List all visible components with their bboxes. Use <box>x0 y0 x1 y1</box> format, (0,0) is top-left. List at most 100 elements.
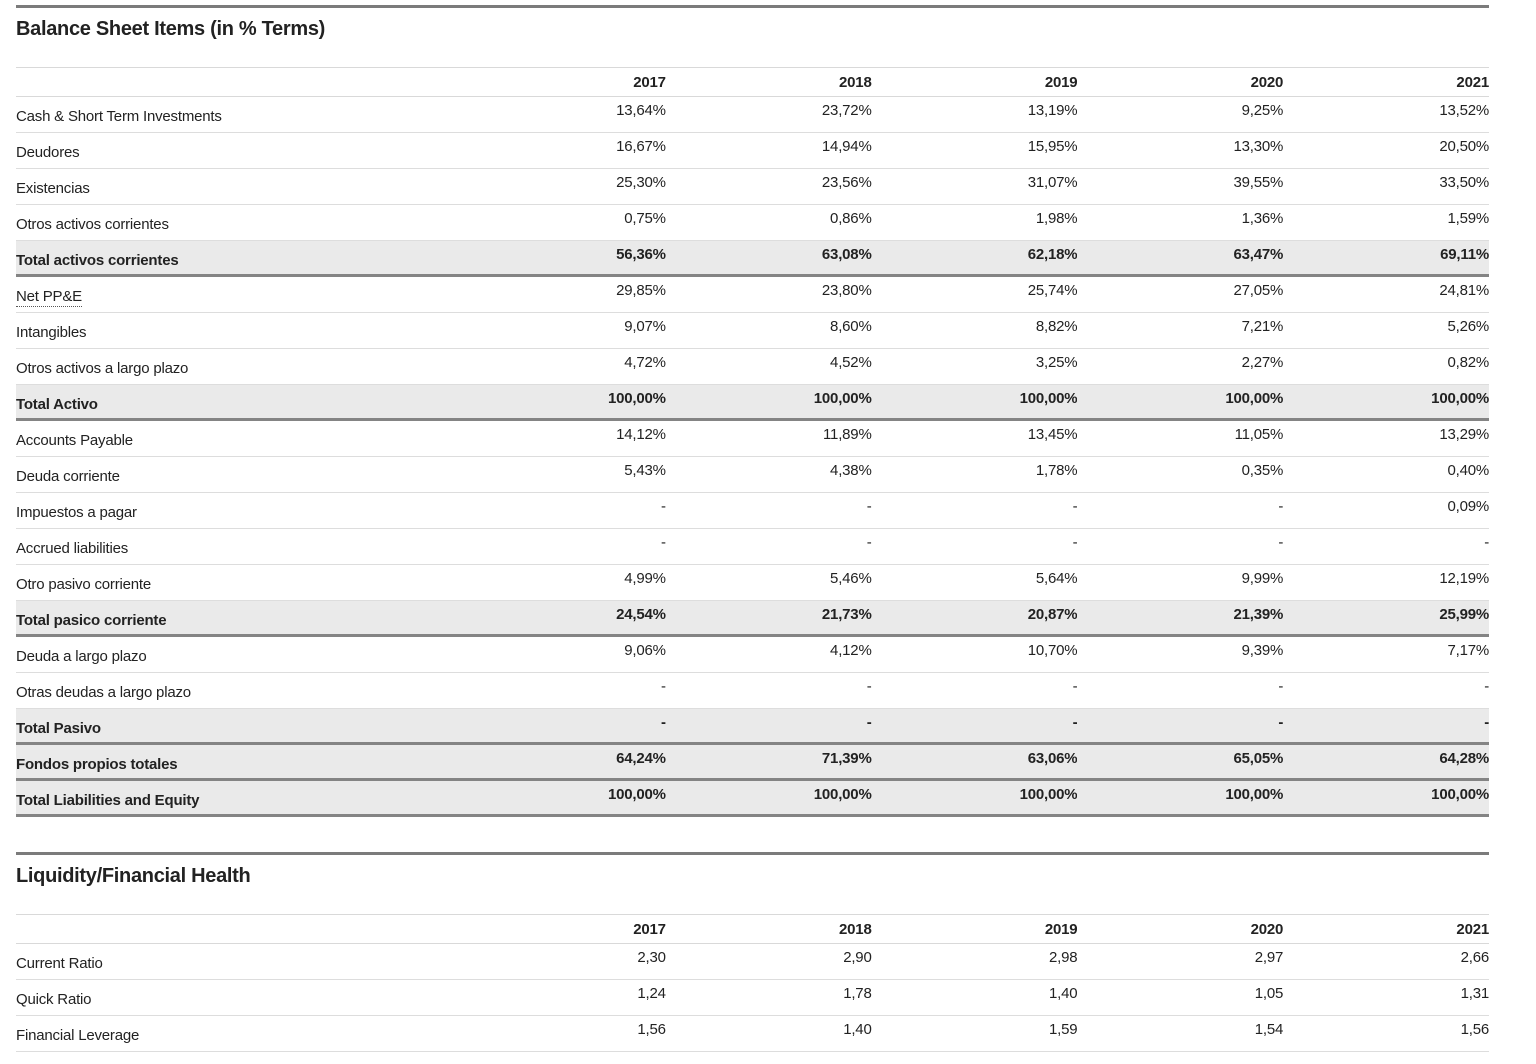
year-column-header: 2018 <box>839 921 872 938</box>
value-cell: 4,99% <box>624 570 666 587</box>
value-cell: 8,60% <box>830 318 872 335</box>
value-cell: 71,39% <box>821 750 872 767</box>
value-cell: 20,87% <box>1027 606 1078 623</box>
value-cell: 14,94% <box>821 138 872 155</box>
table-row: Total Pasivo - - - - - <box>16 709 1489 745</box>
value-cell: - <box>866 498 872 515</box>
value-cell: 1,36% <box>1241 210 1284 227</box>
value-cell: 100,00% <box>1019 390 1078 407</box>
value-cell: 14,12% <box>616 426 666 443</box>
value-cell: 25,30% <box>616 174 666 191</box>
data-table: 2017 2018 2019 2020 2021 Cash & Short Term I… <box>16 67 1489 817</box>
net-ppe-term[interactable]: Net PP&E <box>16 288 82 307</box>
value-cell: 2,98 <box>1048 949 1078 966</box>
value-cell: 1,31 <box>1460 985 1489 1002</box>
table-row: Intangibles 9,07% 8,60% 8,82% 7,21% 5,26% <box>16 313 1489 349</box>
value-cell: 13,64% <box>616 102 666 119</box>
value-cell: 5,64% <box>1035 570 1078 587</box>
row-label: Otros activos corrientes <box>16 216 169 233</box>
value-cell: 21,73% <box>821 606 872 623</box>
value-cell: 9,99% <box>1241 570 1284 587</box>
value-cell: 2,30 <box>637 949 666 966</box>
value-cell: 65,05% <box>1233 750 1284 767</box>
value-cell: 69,11% <box>1440 246 1489 263</box>
table-row: Total pasico corriente 24,54% 21,73% 20,87%… <box>16 601 1489 637</box>
value-cell: 2,27% <box>1241 354 1284 371</box>
value-cell: 1,40 <box>843 1021 872 1038</box>
table-header-row: 2017 2018 2019 2020 2021 <box>16 914 1489 944</box>
value-cell: - <box>1072 534 1078 551</box>
value-cell: 100,00% <box>1431 786 1489 803</box>
value-cell: 13,29% <box>1439 426 1489 443</box>
row-label: Cash & Short Term Investments <box>16 108 222 125</box>
value-cell: - <box>866 678 872 695</box>
table-row: Deuda corriente 5,43% 4,38% 1,78% 0,35% 0,40% <box>16 457 1489 493</box>
section-divider <box>16 852 1489 855</box>
value-cell: 9,06% <box>624 642 666 659</box>
table-row: Otros activos a largo plazo 4,72% 4,52% 3,2… <box>16 349 1489 385</box>
value-cell: 100,00% <box>1225 390 1284 407</box>
year-column-header: 2021 <box>1456 921 1489 938</box>
section-divider <box>16 5 1489 8</box>
value-cell: - <box>1278 678 1284 695</box>
value-cell: 62,18% <box>1027 246 1078 263</box>
value-cell: 4,38% <box>830 462 872 479</box>
value-cell: 2,97 <box>1254 949 1284 966</box>
table-row: Total activos corrientes 56,36% 63,08% 62,1… <box>16 241 1489 277</box>
year-column-header: 2020 <box>1250 921 1284 938</box>
row-label: Total pasico corriente <box>16 612 167 629</box>
row-label: Current Ratio <box>16 955 103 972</box>
value-cell: 11,89% <box>823 426 872 443</box>
value-cell: - <box>1072 714 1078 731</box>
value-cell: 1,05 <box>1254 985 1284 1002</box>
value-cell: 13,45% <box>1027 426 1078 443</box>
value-cell: 1,59 <box>1048 1021 1078 1038</box>
table-header-row: 2017 2018 2019 2020 2021 <box>16 67 1489 97</box>
value-cell: 1,78 <box>843 985 872 1002</box>
value-cell: 13,30% <box>1233 138 1284 155</box>
value-cell: - <box>661 498 666 515</box>
table-row: Accounts Payable 14,12% 11,89% 13,45% 11,05%… <box>16 421 1489 457</box>
value-cell: - <box>1072 498 1078 515</box>
table-row: Deuda a largo plazo 9,06% 4,12% 10,70% 9,39%… <box>16 637 1489 673</box>
value-cell: 13,19% <box>1027 102 1078 119</box>
row-label: Net PP&E <box>16 277 460 312</box>
value-cell: 64,24% <box>616 750 666 767</box>
value-cell: 1,24 <box>637 985 666 1002</box>
value-cell: 1,59% <box>1447 210 1489 227</box>
row-label: Intangibles <box>16 324 87 341</box>
row-label: Financial Leverage <box>16 1027 140 1044</box>
value-cell: - <box>1278 714 1284 731</box>
balance-sheet-section: Balance Sheet Items (in % Terms) 2017 201… <box>16 5 1489 817</box>
value-cell: 3,25% <box>1035 354 1078 371</box>
table-row: Cash & Short Term Investments 13,64% 23,72… <box>16 97 1489 133</box>
row-label: Deuda a largo plazo <box>16 648 147 665</box>
value-cell: 39,55% <box>1233 174 1284 191</box>
value-cell: 1,56 <box>1460 1021 1489 1038</box>
value-cell: 24,81% <box>1439 282 1489 299</box>
row-label: Deuda corriente <box>16 468 120 485</box>
value-cell: 1,40 <box>1048 985 1078 1002</box>
value-cell: - <box>661 534 666 551</box>
table-row: Otro pasivo corriente 4,99% 5,46% 5,64% 9,99… <box>16 565 1489 601</box>
section-title: Liquidity/Financial Health <box>16 865 251 887</box>
value-cell: 16,67% <box>616 138 666 155</box>
value-cell: 23,72% <box>821 102 872 119</box>
value-cell: 25,99% <box>1439 606 1489 623</box>
section-title: Balance Sheet Items (in % Terms) <box>16 18 326 40</box>
value-cell: 29,85% <box>616 282 666 299</box>
value-cell: 63,06% <box>1027 750 1078 767</box>
value-cell: 21,39% <box>1233 606 1284 623</box>
value-cell: 56,36% <box>616 246 666 263</box>
value-cell: 7,17% <box>1447 642 1489 659</box>
value-cell: 64,28% <box>1439 750 1489 767</box>
row-label: Otro pasivo corriente <box>16 576 152 593</box>
table-row: Net PP&E 29,85% 23,80% 25,74% 27,05% 24,81% <box>16 277 1489 313</box>
value-cell: 63,08% <box>821 246 872 263</box>
report-page: Balance Sheet Items (in % Terms) 2017 201… <box>0 5 1536 1052</box>
row-label: Accounts Payable <box>16 432 133 449</box>
year-column-header: 2017 <box>633 74 666 91</box>
row-label: Total Liabilities and Equity <box>16 792 200 809</box>
table-row: Existencias 25,30% 23,56% 31,07% 39,55% 33,50… <box>16 169 1489 205</box>
value-cell: 0,35% <box>1241 462 1284 479</box>
